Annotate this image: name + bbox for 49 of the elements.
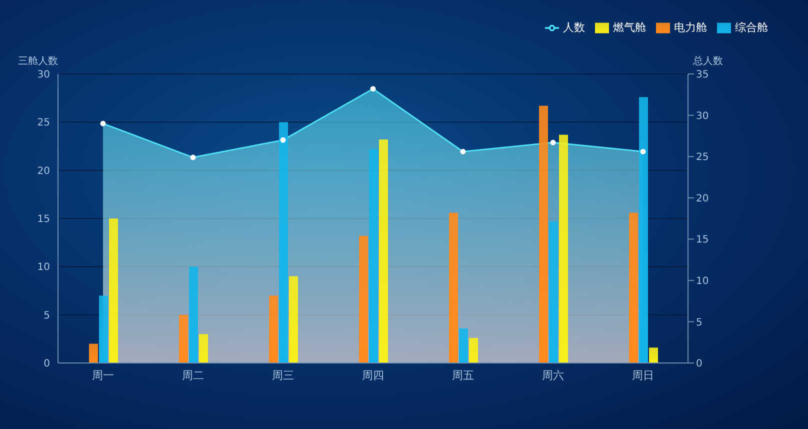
bar — [629, 212, 638, 363]
x-tick-label: 周三 — [272, 368, 294, 382]
x-tick-label: 周一 — [92, 368, 114, 382]
x-tick-label: 周二 — [182, 368, 204, 382]
bar — [379, 140, 388, 363]
legend-label: 电力舱 — [674, 21, 707, 34]
y2-tick-label: 35 — [696, 70, 709, 81]
y2-tick-label: 20 — [696, 193, 709, 204]
y-tick-label: 15 — [37, 214, 50, 226]
y2-tick-label: 15 — [696, 234, 709, 246]
bar — [549, 221, 558, 363]
bar — [199, 334, 208, 363]
bar — [459, 328, 468, 363]
y-tick-label: 20 — [37, 166, 50, 177]
bar — [189, 266, 198, 363]
legend-label: 人数 — [563, 21, 585, 34]
bar — [89, 344, 98, 363]
y-tick-label: 25 — [37, 118, 50, 129]
y2-tick-label: 30 — [696, 110, 709, 122]
bar — [109, 218, 118, 363]
bar — [289, 276, 298, 363]
bar — [639, 97, 648, 363]
bar — [369, 149, 378, 363]
bar — [649, 348, 658, 363]
x-tick-label: 周日 — [632, 368, 654, 382]
bar — [469, 338, 478, 363]
bar — [539, 106, 548, 363]
y-tick-label: 5 — [44, 310, 50, 322]
bar — [269, 296, 278, 363]
y2-axis-title: 总人数 — [692, 55, 723, 67]
y-axis-title: 三舱人数 — [18, 55, 58, 67]
y2-tick-label: 10 — [696, 276, 709, 287]
bar — [449, 212, 458, 363]
x-tick-label: 周四 — [362, 368, 384, 382]
legend-label: 燃气舱 — [613, 21, 646, 34]
x-tick-label: 周五 — [452, 368, 474, 382]
bar — [279, 122, 288, 363]
bar — [99, 296, 108, 363]
y-tick-label: 0 — [44, 358, 50, 370]
legend-label: 综合舱 — [735, 21, 768, 34]
y2-tick-label: 25 — [696, 152, 709, 164]
x-tick-label: 周六 — [542, 368, 564, 382]
bar — [359, 236, 368, 363]
y-tick-label: 10 — [37, 262, 50, 274]
y2-tick-label: 0 — [696, 358, 702, 370]
y-tick-label: 30 — [37, 70, 50, 81]
bar — [179, 314, 188, 363]
bar — [559, 134, 568, 363]
y2-tick-label: 5 — [696, 317, 702, 328]
